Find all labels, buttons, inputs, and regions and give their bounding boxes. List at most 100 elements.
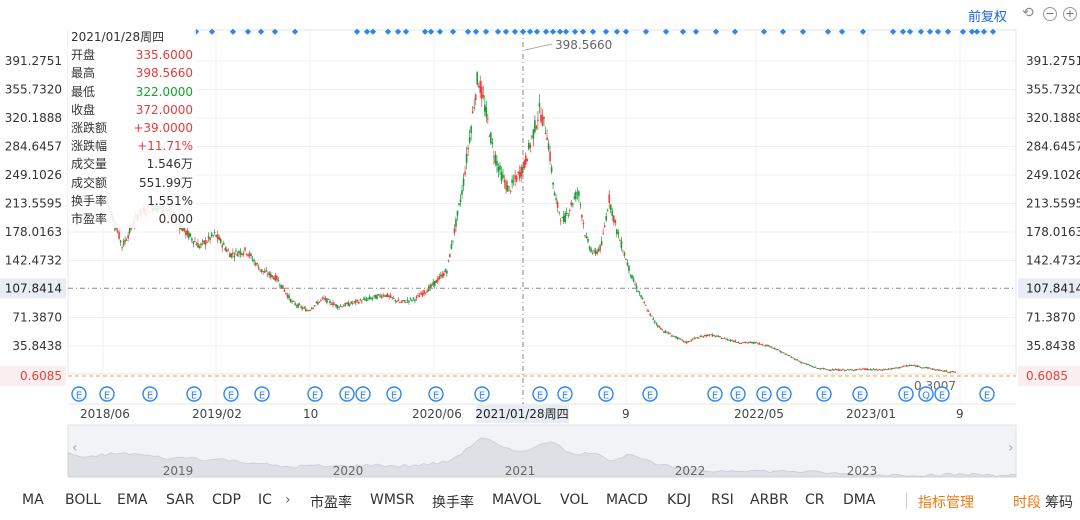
candle-body — [701, 336, 703, 338]
e-event-marker[interactable] — [898, 386, 914, 402]
candle-body — [555, 198, 557, 200]
indicator-manage-button[interactable]: 指标管理 — [918, 495, 974, 511]
e-event-marker[interactable] — [99, 386, 115, 402]
chips-button[interactable]: 筹码 — [1045, 495, 1073, 511]
minus-circle-icon[interactable]: − — [1043, 7, 1057, 21]
rights-adjustment-button[interactable]: 前复权 — [968, 10, 1008, 25]
e-event-marker[interactable] — [339, 386, 355, 402]
e-event-marker[interactable] — [307, 386, 323, 402]
candle-body — [523, 160, 526, 169]
candle-body — [206, 241, 208, 243]
e-event-marker[interactable] — [776, 386, 792, 402]
undo-icon[interactable]: ⟲ — [1022, 5, 1034, 21]
e-event-marker[interactable] — [979, 386, 995, 402]
e-event-marker[interactable] — [532, 386, 548, 402]
candle-body — [867, 369, 870, 371]
candle-body — [418, 295, 421, 298]
indicator-item[interactable]: RSI — [711, 492, 734, 508]
candle-body — [473, 106, 475, 109]
candle-body — [128, 227, 131, 233]
candle-body — [608, 194, 611, 203]
e-event-marker[interactable] — [223, 386, 239, 402]
e-event-marker[interactable] — [557, 386, 573, 402]
indicator-item[interactable]: 市盈率 — [310, 495, 352, 511]
candle-body — [725, 338, 727, 340]
e-event-marker[interactable] — [142, 386, 158, 402]
e-event-marker[interactable] — [707, 386, 723, 402]
indicator-item[interactable]: MAVOL — [492, 492, 541, 508]
candle-body — [376, 295, 378, 299]
e-event-marker[interactable] — [254, 386, 270, 402]
candle-body — [828, 370, 831, 372]
e-event-marker[interactable] — [598, 386, 614, 402]
indicator-item[interactable]: 换手率 — [432, 495, 474, 511]
candle-body — [238, 251, 240, 254]
chevron-right-icon[interactable]: › — [285, 492, 291, 508]
candle-body — [881, 369, 884, 371]
navigator-left-handle: ‹ — [72, 440, 78, 456]
event-diamond-marker[interactable] — [229, 28, 237, 35]
time-period-button[interactable]: 时段 — [1013, 495, 1041, 511]
candle-body — [559, 220, 562, 222]
candle-body — [857, 368, 859, 370]
e-event-marker[interactable] — [428, 386, 444, 402]
candle-body — [591, 252, 594, 254]
plus-circle-icon[interactable]: + — [1063, 7, 1077, 21]
candle-body — [241, 253, 243, 256]
candle-body — [549, 151, 551, 162]
indicator-item[interactable]: MACD — [606, 492, 648, 508]
e-event-marker[interactable] — [934, 386, 950, 402]
candle-body — [795, 359, 797, 361]
candle-body — [833, 369, 835, 371]
e-event-marker[interactable] — [642, 386, 658, 402]
candle-body — [887, 368, 890, 370]
e-event-marker[interactable] — [186, 386, 202, 402]
x-tick-label: 2019/02 — [192, 407, 242, 421]
indicator-cdp[interactable]: CDP — [212, 492, 241, 508]
candle-body — [672, 335, 674, 337]
e-event-marker[interactable] — [474, 386, 490, 402]
indicator-ic[interactable]: IC — [258, 492, 272, 508]
indicator-boll[interactable]: BOLL — [65, 492, 101, 508]
e-event-marker[interactable] — [730, 386, 746, 402]
candle-body — [304, 308, 307, 312]
event-marker-letter: E — [903, 391, 909, 402]
e-event-marker[interactable] — [386, 386, 402, 402]
y-tick-label-right: 284.6457 — [1026, 140, 1080, 154]
candle-body — [584, 235, 586, 237]
e-event-marker[interactable] — [852, 386, 868, 402]
crosshair-date-label: 2021/01/28周四 — [475, 407, 568, 421]
candle-body — [485, 107, 488, 118]
candle-body — [694, 337, 697, 339]
e-event-marker[interactable] — [756, 386, 772, 402]
indicator-ma[interactable]: MA — [22, 492, 44, 508]
candle-body — [745, 342, 747, 344]
indicator-ema[interactable]: EMA — [117, 492, 148, 508]
candle-body — [587, 238, 589, 242]
candle-body — [232, 252, 234, 255]
e-event-marker[interactable] — [71, 386, 87, 402]
event-diamond-marker[interactable] — [208, 28, 216, 35]
candle-body — [653, 320, 656, 323]
candle-body — [301, 307, 304, 309]
event-diamond-marker[interactable] — [244, 28, 252, 35]
e-event-marker[interactable] — [816, 386, 832, 402]
e-event-marker[interactable] — [355, 386, 371, 402]
candle-body — [435, 280, 438, 283]
candle-body — [590, 248, 592, 252]
candle-body — [271, 275, 274, 278]
candle-body — [681, 339, 683, 341]
q-event-marker[interactable] — [918, 386, 934, 402]
indicator-sar[interactable]: SAR — [166, 492, 195, 508]
indicator-item[interactable]: WMSR — [370, 492, 415, 508]
candle-body — [792, 357, 794, 359]
indicator-item[interactable]: KDJ — [667, 492, 692, 508]
indicator-item[interactable]: DMA — [843, 492, 876, 508]
indicator-item[interactable]: ARBR — [750, 492, 789, 508]
candle-body — [291, 301, 293, 303]
indicator-item[interactable]: CR — [805, 492, 825, 508]
indicator-item[interactable]: VOL — [560, 492, 589, 508]
tooltip-value: 335.6000 — [135, 48, 193, 63]
